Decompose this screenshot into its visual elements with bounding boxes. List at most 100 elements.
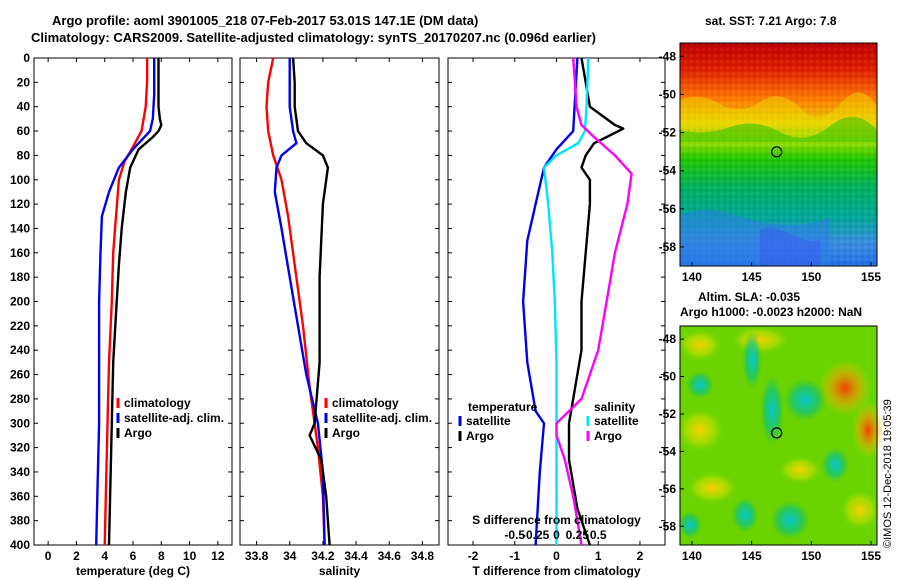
map-y-tick-label: -48 [659,332,677,346]
series-s-argo [555,57,633,546]
map-y-tick-label: -50 [659,87,677,101]
y-tick-label: 220 [10,319,30,333]
plot-frame [33,57,233,546]
sla-title-line-2: Argo h1000: -0.0023 h2000: NaN [680,305,862,319]
y-tick-label: 400 [10,538,30,552]
legend-label: Argo [332,426,360,440]
sla-map [676,325,884,546]
x-tick-label: 33.8 [245,549,269,563]
map-x-tick-label: 150 [801,549,821,563]
legend-label: satellite [466,414,511,428]
sst-axes: -48 -50 -52 -54 -56 -58 140 145 150 155 [659,49,882,284]
legend-label: Argo [124,426,152,440]
map-y-tick-label: -54 [659,444,677,458]
x-tick-label: 0 [45,549,52,563]
y-tick-label: 280 [10,392,30,406]
title-line-1: Argo profile: aoml 3901005_218 07-Feb-20… [52,13,479,28]
sla-title-line-1: Altim. SLA: -0.035 [698,290,800,304]
x-axis-label: T difference from climatology [472,564,640,578]
y-tick-label: 240 [10,343,30,357]
panel-salinity: 33.8 34 34.2 34.4 34.6 34.8 salinity climatolog… [239,57,440,578]
map-x-tick-label: 145 [742,549,762,563]
legend-label: Argo [594,429,622,443]
series-t-argo [567,57,625,546]
map-y-tick-label: -58 [659,240,677,254]
y-tick-label: 180 [10,270,30,284]
map-x-tick-label: 150 [801,270,821,284]
s-tick-label: 0.25 [566,528,590,542]
map-y-tick-label: -50 [659,370,677,384]
legend-title-salinity: salinity [594,400,636,414]
map-x-tick-label: 140 [682,549,702,563]
legend-label: satellite-adj. clim. [124,411,224,425]
s-tick-label: 0.5 [590,528,607,542]
x-tick-label: 6 [130,549,137,563]
plot-frame [239,57,440,546]
x-axis-label: temperature (deg C) [76,564,190,578]
y-tick-label: 300 [10,416,30,430]
title-line-2: Climatology: CARS2009. Satellite-adjuste… [31,30,596,45]
sst-title: sat. SST: 7.21 Argo: 7.8 [705,14,837,28]
x-tick-label: 8 [158,549,165,563]
y-tick-label: 340 [10,465,30,479]
legend-label: satellite [594,414,639,428]
map-y-tick-label: -52 [659,407,677,421]
x-tick-label: 2 [637,549,644,563]
s-tick-label: -0.5 [504,528,525,542]
x-tick-label: 34.2 [311,549,335,563]
series-climatology [103,58,149,546]
x-tick-label: 34.4 [344,549,368,563]
x-tick-label: 0 [553,549,560,563]
x-tick-label: -1 [509,549,520,563]
map-x-tick-label: 155 [861,270,881,284]
series-satellite [95,58,156,546]
map-y-tick-label: -56 [659,202,677,216]
x-tick-label: 34.6 [378,549,402,563]
y-tick-label: 0 [23,51,30,65]
s-axis-label: S difference from climatology [472,513,641,527]
x-axis-label: salinity [319,564,361,578]
y-tick-label: 80 [17,148,31,162]
y-tick-label: 260 [10,368,30,382]
map-x-tick-label: 155 [861,549,881,563]
y-tick-label: 140 [10,221,30,235]
x-tick-label: 34 [283,549,297,563]
y-tick-label: 40 [17,100,31,114]
s-tick-label: -0.25 [522,528,550,542]
y-tick-label: 360 [10,489,30,503]
y-tick-label: 20 [17,75,31,89]
sla-axes: -48 -50 -52 -54 -56 -58 140 145 150 155 [659,332,882,563]
legend-label: climatology [332,396,399,410]
series-argo [291,57,331,546]
y-tick-label: 100 [10,173,30,187]
series-t-satellite [521,57,579,546]
series-climatology [265,57,326,546]
y-tick-label: 200 [10,295,30,309]
map-y-tick-label: -48 [659,49,677,63]
series-argo [107,58,163,546]
x-tick-label: 4 [101,549,108,563]
x-tick-label: 10 [183,549,197,563]
map-y-tick-label: -54 [659,164,677,178]
legend-label: Argo [466,429,494,443]
x-tick-label: 2 [73,549,80,563]
sst-argo-marker [771,146,783,158]
y-tick-label: 320 [10,441,30,455]
legend-label: satellite-adj. clim. [332,411,432,425]
map-y-tick-label: -58 [659,519,677,533]
sla-argo-marker [771,427,783,439]
panel-difference-from-climatology: -2 -1 0 1 2T difference from climatology temp… [447,57,666,578]
s-tick-label: 0 [553,528,560,542]
map-y-tick-label: -56 [659,482,677,496]
imos-credit: ©IMOS 12-Dec-2018 19:05:39 [882,399,894,548]
map-y-tick-label: -52 [659,126,677,140]
series-s-satellite [542,57,590,545]
y-tick-label: 380 [10,514,30,528]
legend-title-temperature: temperature [468,400,538,414]
x-tick-label: 1 [595,549,602,563]
x-tick-label: 12 [211,549,225,563]
map-x-tick-label: 145 [742,270,762,284]
y-tick-label: 60 [17,124,31,138]
x-tick-label: -2 [468,549,479,563]
